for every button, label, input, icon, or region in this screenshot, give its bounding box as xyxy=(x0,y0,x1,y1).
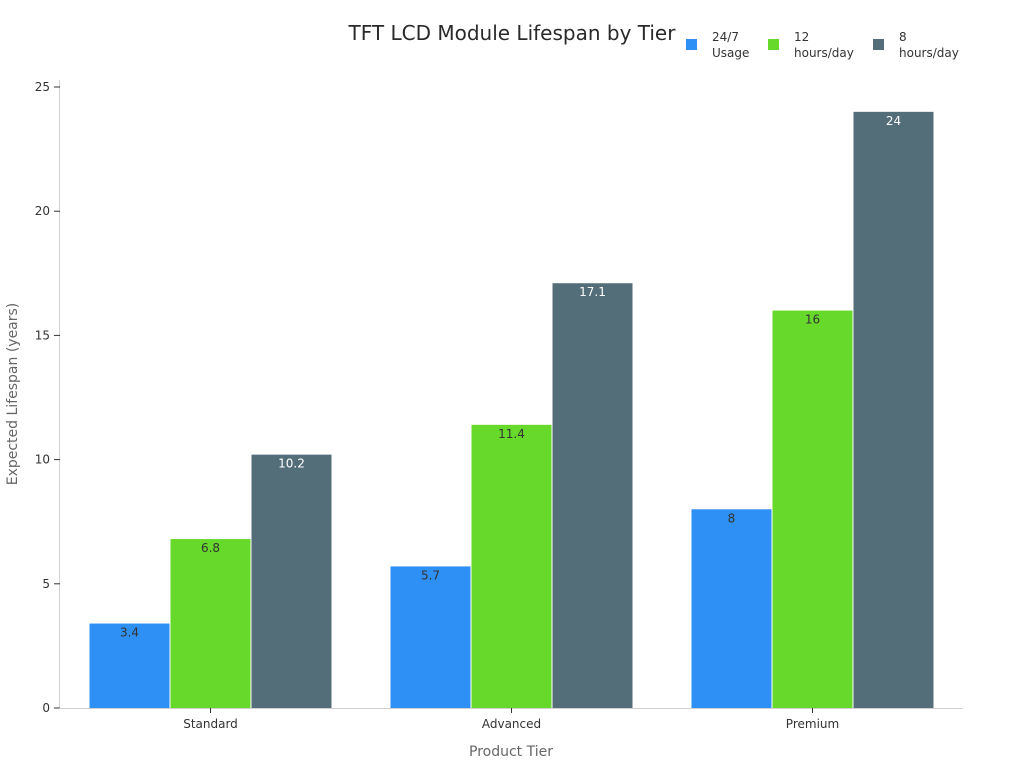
bar-standard-12-hours-day[interactable] xyxy=(170,539,251,708)
data-label-advanced-8-hours-day: 17.1 xyxy=(579,285,606,299)
bar-standard-8-hours-day[interactable] xyxy=(251,454,332,708)
x-tick-label-advanced: Advanced xyxy=(482,717,541,731)
data-label-premium-8-hours-day: 24 xyxy=(886,114,901,128)
y-axis: 0 5 10 15 20 25 xyxy=(35,80,60,715)
bar-advanced-8-hours-day[interactable] xyxy=(552,283,633,708)
x-tick-label-premium: Premium xyxy=(786,717,839,731)
legend-label-24-7-usage: 24/7 xyxy=(712,30,739,44)
x-tick-label-standard: Standard xyxy=(183,717,238,731)
bar-advanced-12-hours-day[interactable] xyxy=(471,424,552,708)
data-label-premium-24-7-usage: 8 xyxy=(728,511,736,525)
y-tick-label: 15 xyxy=(35,328,50,342)
legend-swatch-24-7-usage xyxy=(686,39,697,50)
y-tick-label: 0 xyxy=(42,701,50,715)
legend-label-12-hours-day: 12 xyxy=(794,30,809,44)
bar-premium-12-hours-day[interactable] xyxy=(772,310,853,708)
legend-item-12-hours-day[interactable]: 12 hours/day xyxy=(768,30,854,60)
legend-label-8-hours-day: 8 xyxy=(899,30,907,44)
legend-item-8-hours-day[interactable]: 8 hours/day xyxy=(873,30,959,60)
y-tick-label: 20 xyxy=(35,204,50,218)
legend-label-24-7-usage-line2: Usage xyxy=(712,46,749,60)
x-axis: Standard Advanced Premium xyxy=(59,708,963,731)
data-label-advanced-24-7-usage: 5.7 xyxy=(421,568,440,582)
bar-labels: 3.4 6.8 10.2 5.7 11.4 17.1 8 16 24 xyxy=(120,114,901,640)
legend-swatch-12-hours-day xyxy=(768,39,779,50)
bar-premium-8-hours-day[interactable] xyxy=(853,111,934,709)
x-axis-label: Product Tier xyxy=(469,744,553,760)
bar-standard-24-7-usage[interactable] xyxy=(89,623,170,708)
data-label-standard-8-hours-day: 10.2 xyxy=(278,457,305,471)
legend-label-8-hours-day-line2: hours/day xyxy=(899,46,959,60)
y-tick-label: 25 xyxy=(35,80,50,94)
legend-label-12-hours-day-line2: hours/day xyxy=(794,46,854,60)
legend: 24/7 Usage 12 hours/day 8 hours/day xyxy=(686,30,959,60)
data-label-premium-12-hours-day: 16 xyxy=(805,313,820,327)
bar-premium-24-7-usage[interactable] xyxy=(691,509,772,708)
y-tick-label: 5 xyxy=(42,577,50,591)
data-label-standard-12-hours-day: 6.8 xyxy=(201,541,220,555)
data-label-advanced-12-hours-day: 11.4 xyxy=(498,427,525,441)
data-label-standard-24-7-usage: 3.4 xyxy=(120,626,139,640)
y-axis-label: Expected Lifespan (years) xyxy=(5,303,21,486)
legend-swatch-8-hours-day xyxy=(873,39,884,50)
bars xyxy=(89,111,934,709)
chart-title: TFT LCD Module Lifespan by Tier xyxy=(348,21,677,45)
bar-advanced-24-7-usage[interactable] xyxy=(390,566,471,708)
legend-item-24-7-usage[interactable]: 24/7 Usage xyxy=(686,30,749,60)
y-tick-label: 10 xyxy=(35,453,50,467)
